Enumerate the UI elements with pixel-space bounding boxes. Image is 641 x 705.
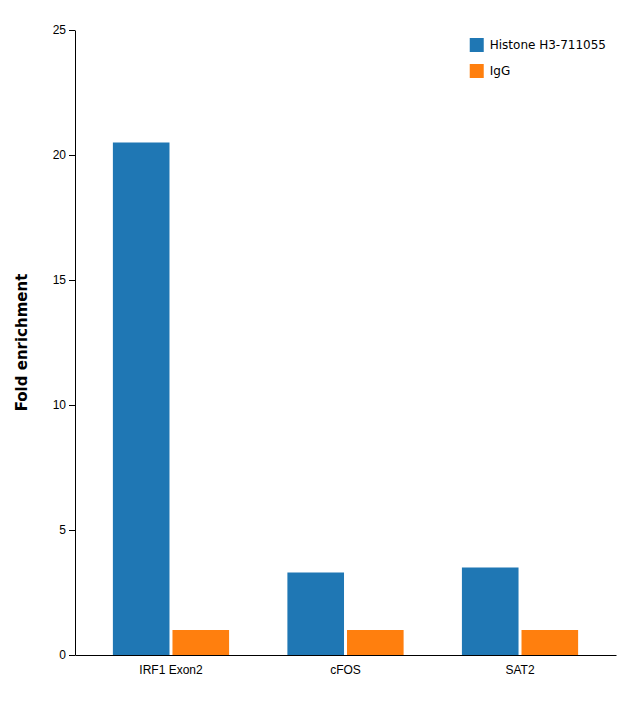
tick-mark xyxy=(69,280,75,281)
bar xyxy=(347,630,404,655)
tick-label: 5 xyxy=(59,523,66,537)
tick-label: SAT2 xyxy=(505,663,534,677)
tick: SAT2 xyxy=(505,655,534,677)
legend: Histone H3-711055 IgG xyxy=(470,38,606,79)
series xyxy=(172,630,578,655)
legend-label: IgG xyxy=(490,64,510,78)
bar xyxy=(462,568,519,656)
legend-swatch xyxy=(470,38,484,52)
bar xyxy=(522,630,579,655)
tick-mark xyxy=(69,530,75,531)
legend-label: Histone H3-711055 xyxy=(490,38,606,52)
tick: 25 xyxy=(53,23,75,37)
series xyxy=(113,143,519,656)
y-axis-title: Fold enrichment xyxy=(13,274,31,412)
legend-item: Histone H3-711055 xyxy=(470,38,606,53)
tick: 10 xyxy=(53,398,75,412)
tick-label: 15 xyxy=(53,273,67,287)
x-axis: IRF1 Exon2 cFOS SAT2 xyxy=(76,655,617,677)
tick-label: 0 xyxy=(59,648,66,662)
tick-label: 20 xyxy=(53,148,67,162)
chart: 0 5 10 15 20 25 IRF1 Exon2 cFOS SAT2 Histone H3-7… xyxy=(0,0,641,705)
plot: 0 5 10 15 20 25 IRF1 Exon2 cFOS SAT2 Histone H3-7… xyxy=(53,23,617,676)
bars xyxy=(113,143,578,656)
bar xyxy=(172,630,229,655)
tick-label: 25 xyxy=(53,23,67,37)
tick: 5 xyxy=(59,523,75,537)
tick: IRF1 Exon2 xyxy=(139,655,203,677)
tick-label: cFOS xyxy=(330,663,361,677)
legend-item: IgG xyxy=(470,64,510,79)
tick-mark xyxy=(69,655,75,656)
legend-swatch xyxy=(470,64,484,78)
tick-mark xyxy=(69,155,75,156)
tick-mark xyxy=(69,405,75,406)
bar xyxy=(113,143,170,656)
tick: 15 xyxy=(53,273,75,287)
tick: cFOS xyxy=(330,655,361,677)
y-axis-line xyxy=(75,31,76,656)
tick-label: IRF1 Exon2 xyxy=(139,663,203,677)
tick-mark xyxy=(69,30,75,31)
bar xyxy=(287,573,344,656)
tick: 0 xyxy=(59,648,75,662)
tick: 20 xyxy=(53,148,75,162)
tick-label: 10 xyxy=(53,398,67,412)
y-axis: 0 5 10 15 20 25 xyxy=(53,23,76,662)
x-axis-line xyxy=(76,655,617,656)
